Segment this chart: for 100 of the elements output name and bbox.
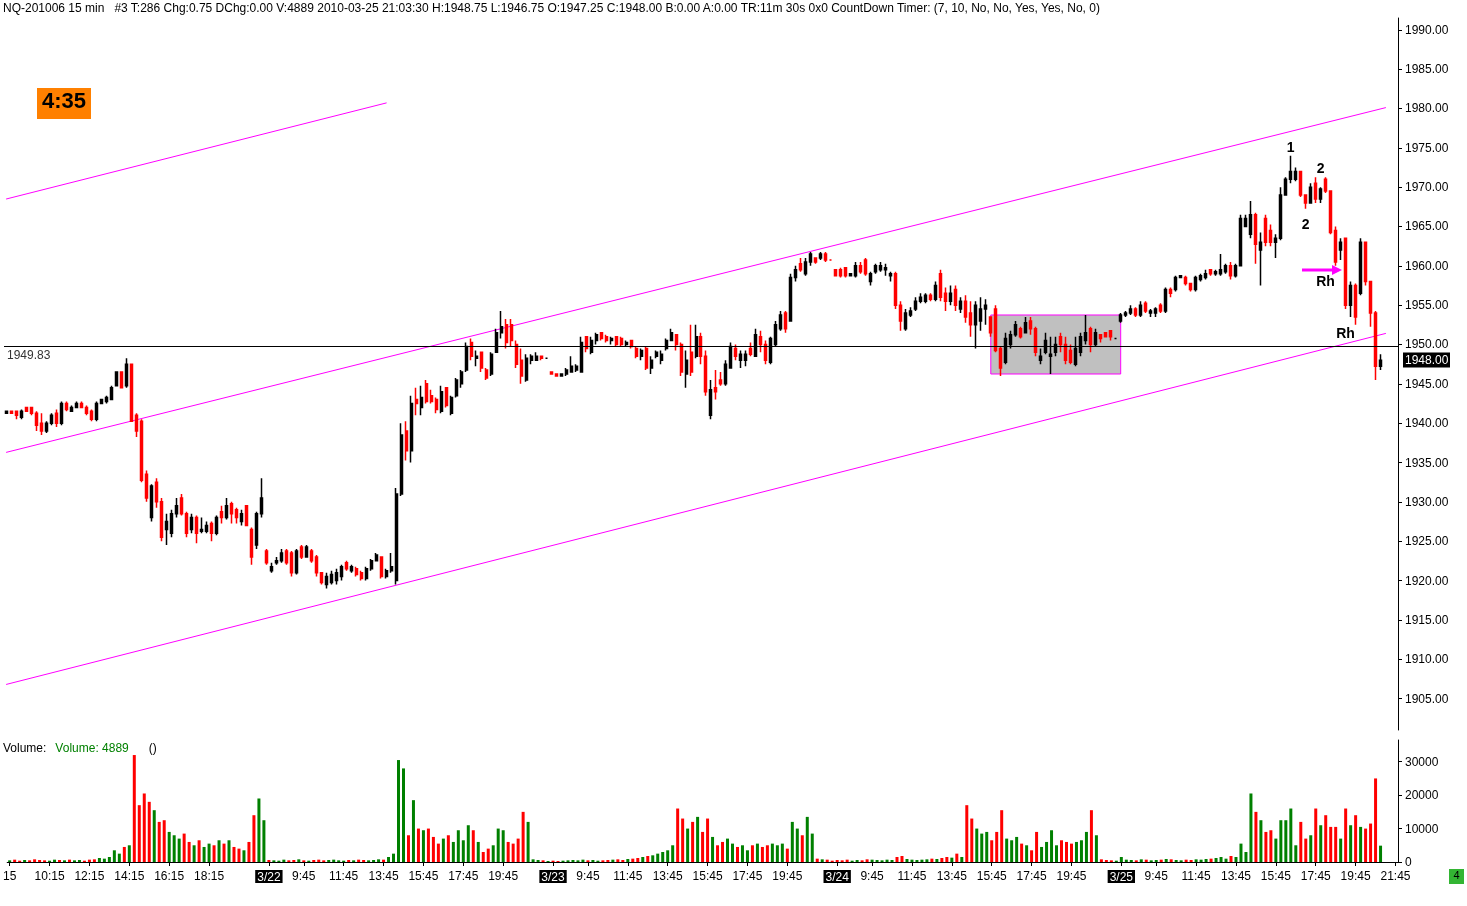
bar (626, 858, 630, 862)
y-tick-label: 1960.00 (1405, 258, 1449, 273)
bar (242, 850, 246, 862)
candlestick (669, 328, 674, 342)
bar (377, 859, 381, 862)
candlestick (179, 493, 184, 517)
bar (451, 841, 455, 862)
candlestick (284, 548, 289, 566)
candlestick (334, 567, 339, 586)
y-tick-label: 1905.00 (1405, 691, 1449, 706)
candlestick (484, 367, 489, 381)
bar (740, 845, 744, 862)
bar (666, 850, 670, 862)
bar (102, 858, 106, 862)
bar (23, 859, 27, 862)
annotation: Rh (1336, 324, 1355, 341)
candlestick (519, 347, 524, 385)
candlestick (1013, 320, 1018, 338)
candlestick (708, 379, 713, 420)
candlestick (1118, 312, 1123, 324)
candlestick (1208, 269, 1213, 277)
candlestick (983, 298, 988, 326)
candlestick (1248, 200, 1253, 240)
y-tick-label: 1920.00 (1405, 573, 1449, 588)
bar (691, 821, 695, 862)
candlestick (1288, 154, 1293, 184)
candlestick (888, 270, 893, 283)
candlestick (234, 507, 239, 525)
x-tick-label: 13:45 (652, 869, 684, 883)
candlestick (1378, 353, 1383, 371)
bar (531, 859, 535, 862)
candlestick (199, 516, 204, 535)
x-tick-label: 15:45 (408, 869, 439, 883)
bar (925, 859, 929, 862)
candlestick (1253, 211, 1258, 265)
candlestick (1143, 300, 1148, 314)
bar (775, 845, 779, 862)
bar (706, 818, 710, 862)
bar (147, 801, 151, 862)
candlestick (269, 562, 274, 574)
candlestick (9, 410, 14, 415)
candlestick (723, 359, 728, 387)
bar (526, 821, 530, 862)
candlestick (968, 300, 973, 338)
text: 1948.00 (1403, 352, 1451, 368)
bar (750, 845, 754, 862)
x-tick-label: 17:45 (1300, 869, 1332, 883)
bar (511, 843, 515, 862)
candlestick (474, 349, 479, 367)
candlestick (1028, 316, 1033, 336)
candlestick (249, 526, 254, 566)
candlestick (339, 564, 344, 582)
bar (1045, 841, 1049, 862)
bar (1324, 815, 1328, 862)
bar (476, 841, 480, 862)
candlestick (848, 272, 853, 277)
bar (945, 856, 949, 862)
candlestick (124, 357, 129, 389)
candlestick (44, 420, 49, 434)
bar (397, 760, 400, 862)
candlestick (164, 512, 169, 546)
bar (471, 830, 475, 862)
candlestick (1123, 310, 1128, 318)
y-tick-label: 10000 (1405, 821, 1439, 836)
candlestick (459, 369, 464, 389)
bar (1065, 841, 1068, 862)
candlestick (264, 548, 269, 566)
x-tick-label: 16:15 (154, 869, 185, 883)
bar (1005, 838, 1009, 862)
candlestick (424, 379, 429, 405)
x-tick-label: 21:45 (1380, 869, 1411, 883)
candlestick (1058, 331, 1063, 354)
bar (1249, 793, 1253, 862)
x-tick-label: 3/22 (257, 870, 281, 884)
candlestick (39, 412, 44, 436)
x-tick-label: 19:45 (488, 869, 519, 883)
bar (1169, 859, 1173, 862)
bar (785, 848, 789, 862)
candlestick (194, 514, 199, 544)
candlestick (299, 544, 304, 560)
bar (97, 857, 101, 862)
bar (1204, 858, 1208, 862)
candlestick (559, 373, 564, 377)
bar (212, 845, 216, 862)
candlestick (554, 373, 559, 377)
candlestick (1083, 314, 1088, 346)
candlestick (743, 349, 748, 367)
bar (1289, 808, 1293, 862)
candlestick (853, 261, 858, 279)
bar (1264, 831, 1268, 862)
bar (970, 818, 974, 862)
candlestick (903, 308, 908, 332)
bar (1050, 830, 1054, 862)
bar (686, 828, 690, 862)
bar (955, 853, 959, 862)
bar (1119, 856, 1123, 862)
bar (1314, 808, 1318, 862)
y-tick-label: 1915.00 (1405, 612, 1449, 627)
bar (1010, 840, 1014, 862)
bar (421, 830, 425, 862)
